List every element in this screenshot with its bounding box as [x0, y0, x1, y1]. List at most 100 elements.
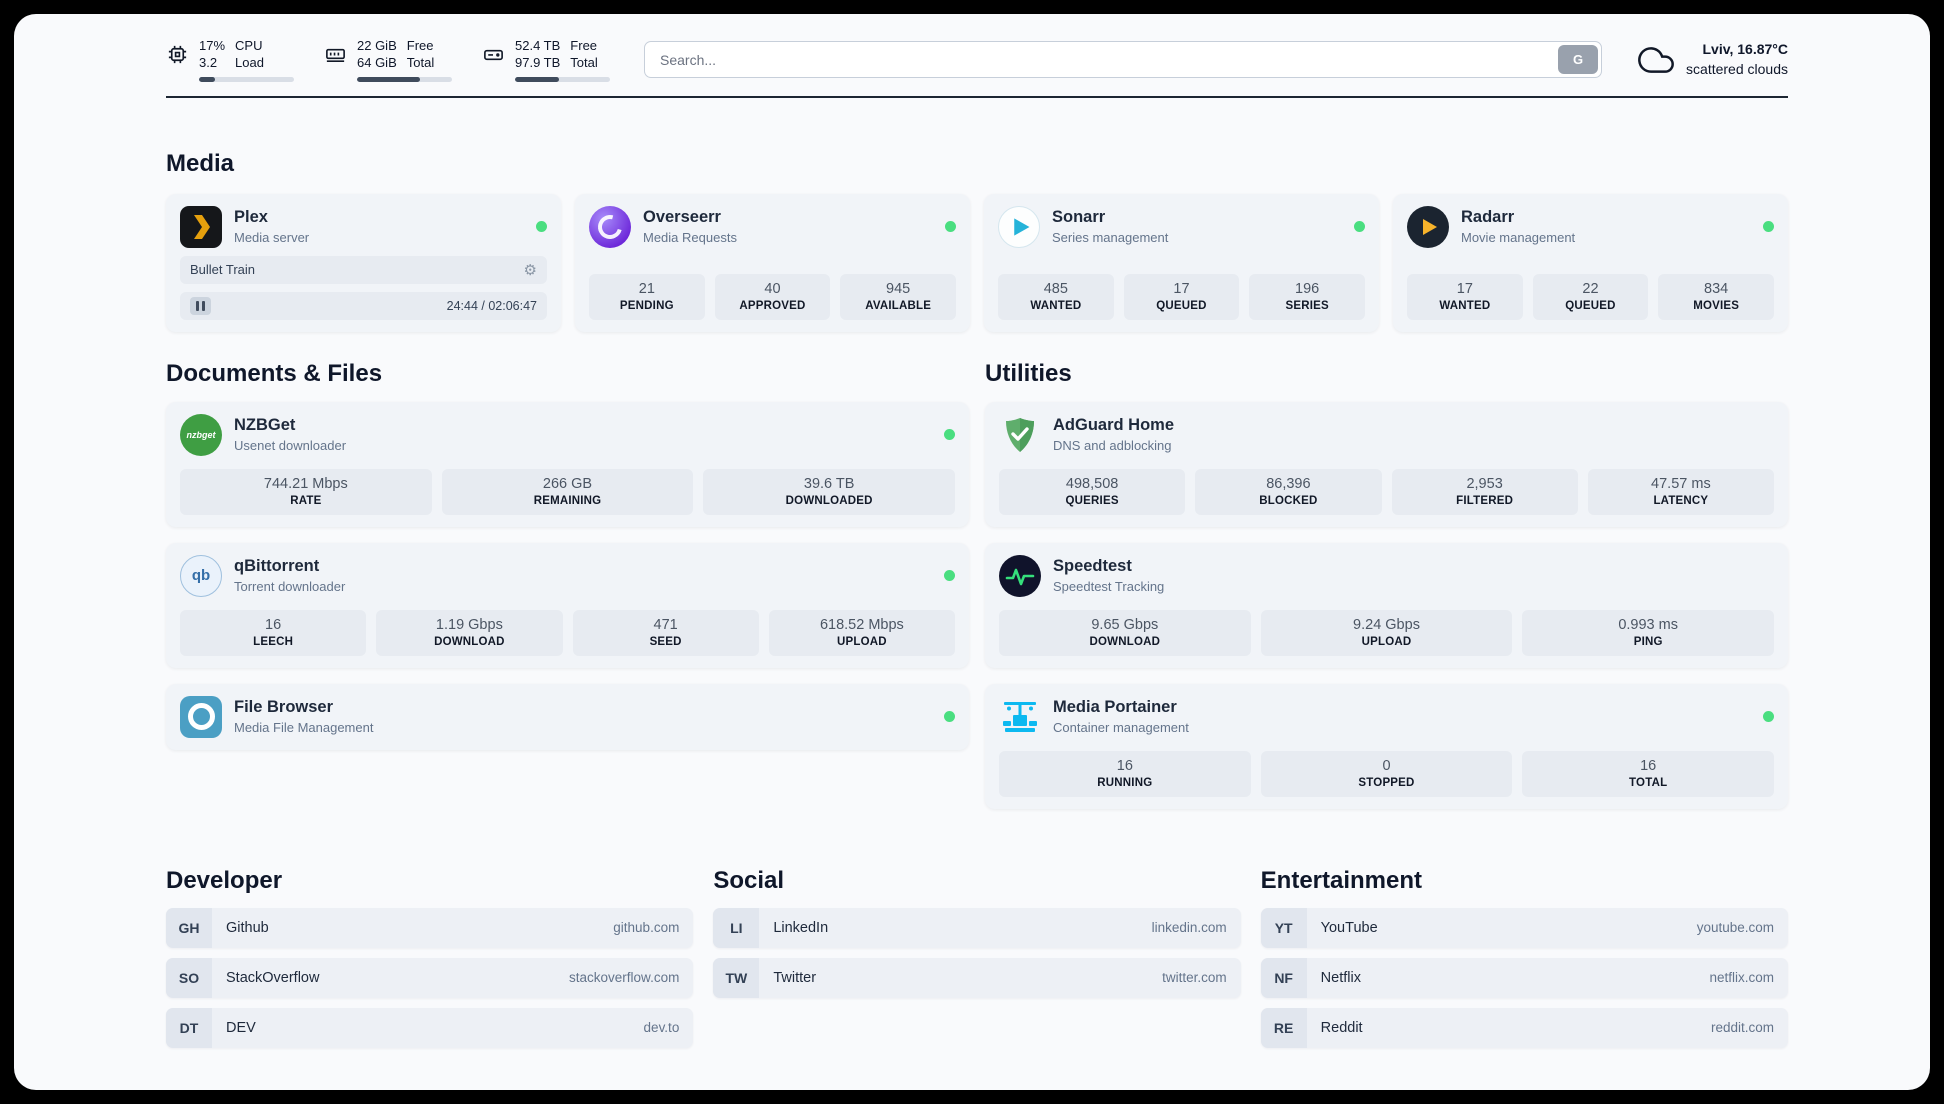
service-card-speedtest[interactable]: Speedtest Speedtest Tracking 9.65 Gbps D…	[985, 542, 1788, 668]
stat-queued: 17 QUEUED	[1123, 273, 1240, 320]
bookmark-url: netflix.com	[1709, 970, 1774, 986]
stat-value: 17	[1456, 280, 1473, 297]
bookmarks-developer: Developer GH Github github.com SO StackO…	[166, 867, 694, 1058]
service-subtitle: Media File Management	[234, 720, 374, 736]
stat-remaining: 266 GB REMAINING	[441, 468, 694, 515]
stat-label: AVAILABLE	[865, 299, 932, 312]
stat-value: 945	[886, 280, 911, 297]
bookmark-netflix[interactable]: NF Netflix netflix.com	[1260, 957, 1788, 998]
bookmark-url: reddit.com	[1710, 1020, 1774, 1036]
ram-widget: 22 GiB 64 GiB Free Total	[324, 38, 452, 82]
bookmark-abbr: LI	[713, 907, 760, 948]
search-bar: G	[644, 41, 1603, 79]
search-input[interactable]	[644, 41, 1603, 79]
bookmark-dev[interactable]: DT DEV dev.to	[166, 1007, 694, 1048]
bookmark-url: twitter.com	[1162, 970, 1227, 986]
bookmark-stackoverflow[interactable]: SO StackOverflow stackoverflow.com	[166, 957, 694, 998]
stat-value: 0	[1382, 757, 1391, 774]
stat-blocked: 86,396 BLOCKED	[1195, 468, 1382, 515]
stat-value: 196	[1295, 280, 1320, 297]
bookmark-url: github.com	[613, 920, 680, 936]
stat-label: BLOCKED	[1259, 494, 1318, 507]
utilities-column: Utilities AdGuard Home DNS and adblockin…	[985, 360, 1788, 825]
service-name: Plex	[234, 208, 268, 227]
bookmark-name: StackOverflow	[226, 969, 320, 986]
pause-button[interactable]	[190, 296, 211, 315]
service-card-radarr[interactable]: Radarr Movie management 17 WANTED 22 QUE…	[1393, 193, 1788, 332]
service-card-plex[interactable]: Plex Media server Bullet Train ⚙ 24:44 /…	[166, 193, 561, 332]
status-dot	[944, 429, 955, 441]
cpu-progress-bar	[199, 76, 294, 82]
bookmark-reddit[interactable]: RE Reddit reddit.com	[1260, 1007, 1788, 1048]
cloud-icon	[1638, 47, 1674, 73]
stat-label: DOWNLOAD	[434, 635, 505, 648]
stat-label: WANTED	[1439, 299, 1491, 312]
service-card-portainer[interactable]: Media Portainer Container management 16 …	[985, 683, 1788, 809]
stat-value: 0.993 ms	[1618, 616, 1678, 633]
filebrowser-icon	[180, 695, 222, 738]
stat-series: 196 SERIES	[1249, 273, 1365, 320]
service-card-overseerr[interactable]: Overseerr Media Requests 21 PENDING 40 A…	[575, 193, 970, 332]
stat-running: 16 RUNNING	[999, 750, 1251, 797]
search-engine-button[interactable]: G	[1558, 45, 1599, 75]
section-title-utilities: Utilities	[985, 359, 1072, 387]
top-bar: 17% 3.2 CPU Load	[166, 38, 1788, 82]
dashboard: 17% 3.2 CPU Load	[14, 14, 1930, 1090]
service-card-qbittorrent[interactable]: qb qBittorrent Torrent downloader 16 LEE…	[166, 542, 969, 668]
bookmark-youtube[interactable]: YT YouTube youtube.com	[1260, 907, 1788, 948]
service-name: File Browser	[234, 698, 334, 717]
ram-label-top: Free	[406, 38, 434, 53]
stat-label: QUERIES	[1065, 494, 1119, 507]
settings-gear-icon[interactable]: ⚙	[523, 261, 537, 279]
player-controls-bar: 24:44 / 02:06:47	[180, 291, 547, 320]
service-name: qBittorrent	[234, 557, 320, 576]
stat-label: RUNNING	[1097, 776, 1153, 789]
bookmark-linkedin[interactable]: LI LinkedIn linkedin.com	[713, 907, 1241, 948]
stat-seed: 471 SEED	[572, 609, 759, 656]
stat-label: REMAINING	[533, 494, 602, 507]
bookmark-abbr: TW	[713, 957, 760, 998]
stat-value: 16	[265, 616, 282, 633]
now-playing-title: Bullet Train	[190, 262, 256, 278]
service-name: Sonarr	[1052, 208, 1106, 227]
stat-pending: 21 PENDING	[589, 273, 705, 320]
status-dot	[1763, 221, 1774, 233]
service-subtitle: Torrent downloader	[234, 579, 346, 595]
weather-condition: scattered clouds	[1686, 60, 1788, 77]
stat-value: 2,953	[1466, 475, 1503, 492]
bookmark-github[interactable]: GH Github github.com	[166, 907, 694, 948]
disk-widget: 52.4 TB 97.9 TB Free Total	[482, 38, 610, 82]
stat-value: 498,508	[1065, 475, 1119, 492]
bookmark-name: LinkedIn	[773, 919, 829, 936]
portainer-icon	[999, 696, 1041, 738]
section-title-entertainment: Entertainment	[1260, 866, 1423, 894]
service-name: NZBGet	[234, 416, 296, 435]
stat-movies: 834 MOVIES	[1658, 273, 1774, 320]
service-card-adguard[interactable]: AdGuard Home DNS and adblocking 498,508 …	[985, 401, 1788, 527]
stat-value: 86,396	[1266, 475, 1311, 492]
stat-download: 9.65 Gbps DOWNLOAD	[999, 609, 1251, 656]
service-card-sonarr[interactable]: Sonarr Series management 485 WANTED 17 Q…	[984, 193, 1379, 332]
status-dot	[536, 221, 547, 233]
stat-queries: 498,508 QUERIES	[999, 468, 1186, 515]
bookmark-twitter[interactable]: TW Twitter twitter.com	[713, 957, 1241, 998]
service-card-filebrowser[interactable]: File Browser Media File Management	[166, 683, 969, 750]
cpu-label-top: CPU	[235, 38, 263, 53]
bookmark-abbr: GH	[166, 907, 212, 948]
stat-value: 485	[1043, 280, 1068, 297]
stat-wanted: 485 WANTED	[998, 273, 1114, 320]
stat-label: QUEUED	[1156, 299, 1207, 312]
bookmark-name: DEV	[226, 1019, 256, 1036]
stat-value: 17	[1173, 280, 1190, 297]
stat-leech: 16 LEECH	[180, 609, 367, 656]
stat-value: 9.24 Gbps	[1353, 616, 1420, 633]
cpu-percent: 17%	[199, 38, 226, 53]
ram-icon	[326, 49, 345, 63]
stat-value: 1.19 Gbps	[435, 616, 503, 633]
nzbget-icon: nzbget	[180, 413, 222, 456]
service-subtitle: Media Requests	[643, 230, 737, 246]
service-card-nzbget[interactable]: nzbget NZBGet Usenet downloader 744.21 M…	[166, 401, 969, 527]
header-divider	[166, 95, 1788, 98]
stat-label: WANTED	[1030, 299, 1082, 312]
stat-value: 9.65 Gbps	[1091, 616, 1159, 633]
